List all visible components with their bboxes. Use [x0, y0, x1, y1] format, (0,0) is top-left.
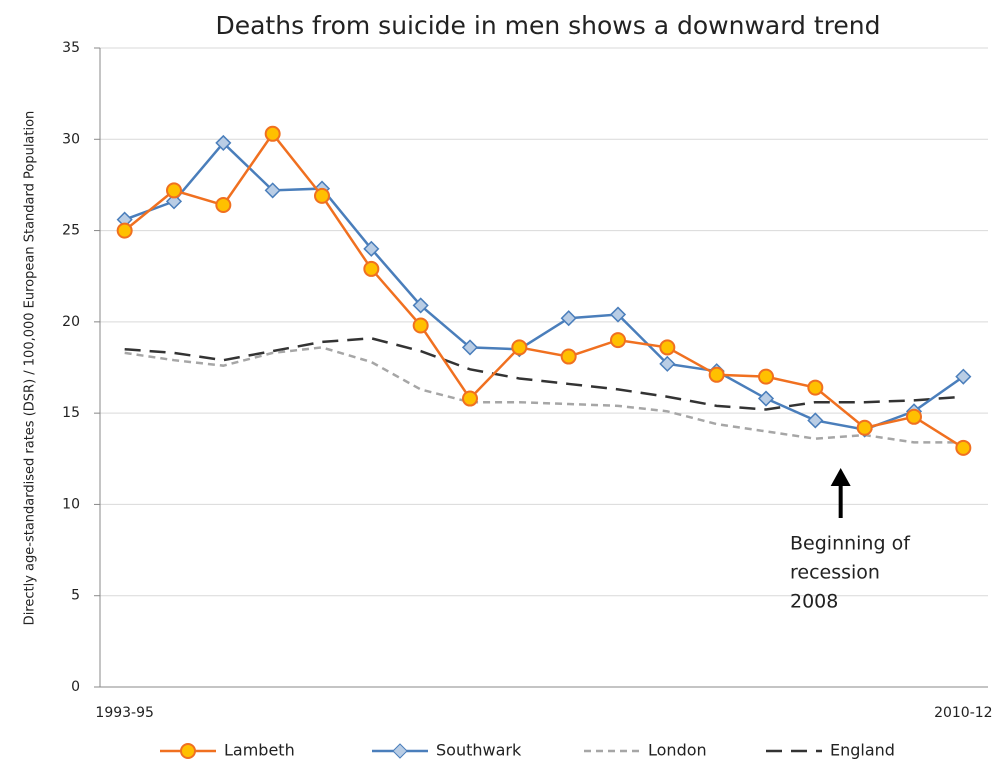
y-tick-label: 20	[62, 314, 80, 330]
annotation: Beginning of	[790, 533, 911, 555]
point	[560, 310, 577, 327]
point	[116, 222, 133, 239]
y-tick-label: 25	[62, 223, 80, 239]
point	[166, 182, 182, 199]
point	[412, 297, 429, 314]
point	[215, 197, 232, 214]
point	[363, 260, 380, 277]
legend-label: Lambeth	[224, 741, 295, 760]
annotation: 2008	[790, 591, 838, 613]
annotation: recession	[790, 562, 880, 584]
x-tick-label: 2010-12	[934, 705, 993, 721]
y-tick-label: 30	[62, 131, 80, 147]
point	[511, 339, 528, 356]
point	[560, 348, 577, 365]
series-line	[124, 346, 964, 444]
legend-marker	[180, 743, 196, 759]
y-tick-label: 5	[71, 588, 80, 604]
point	[264, 125, 281, 142]
point	[807, 412, 824, 429]
legend-label: London	[648, 741, 707, 760]
point	[609, 306, 627, 323]
point	[955, 368, 972, 385]
point	[461, 339, 479, 356]
point	[758, 368, 774, 385]
y-tick-label: 0	[71, 679, 80, 695]
y-axis-label: Directly age-standardised rates (DSR) / …	[23, 111, 38, 626]
point	[165, 193, 183, 210]
point	[906, 408, 922, 425]
point	[264, 182, 281, 199]
series-line	[124, 337, 964, 411]
y-tick-label: 15	[62, 405, 80, 421]
point	[659, 355, 676, 372]
y-tick-label: 35	[62, 40, 80, 56]
legend-marker	[392, 743, 408, 759]
point	[314, 187, 330, 204]
x-tick-label: 1993-95	[95, 705, 154, 721]
point	[659, 339, 676, 356]
y-tick-label: 10	[62, 496, 80, 512]
point	[610, 332, 626, 349]
annotation-arrowhead	[830, 468, 851, 486]
legend-label: England	[830, 741, 895, 760]
point	[363, 240, 380, 257]
series-line	[123, 131, 964, 449]
point	[462, 390, 478, 407]
legend-label: Southwark	[436, 741, 522, 760]
point	[757, 390, 775, 407]
point	[856, 419, 873, 436]
point	[955, 439, 972, 456]
chart-title: Deaths from suicide in men shows a downw…	[215, 11, 880, 40]
point	[412, 317, 429, 334]
point	[708, 366, 725, 383]
point	[807, 379, 824, 396]
series-line	[124, 141, 965, 431]
point	[215, 134, 232, 151]
